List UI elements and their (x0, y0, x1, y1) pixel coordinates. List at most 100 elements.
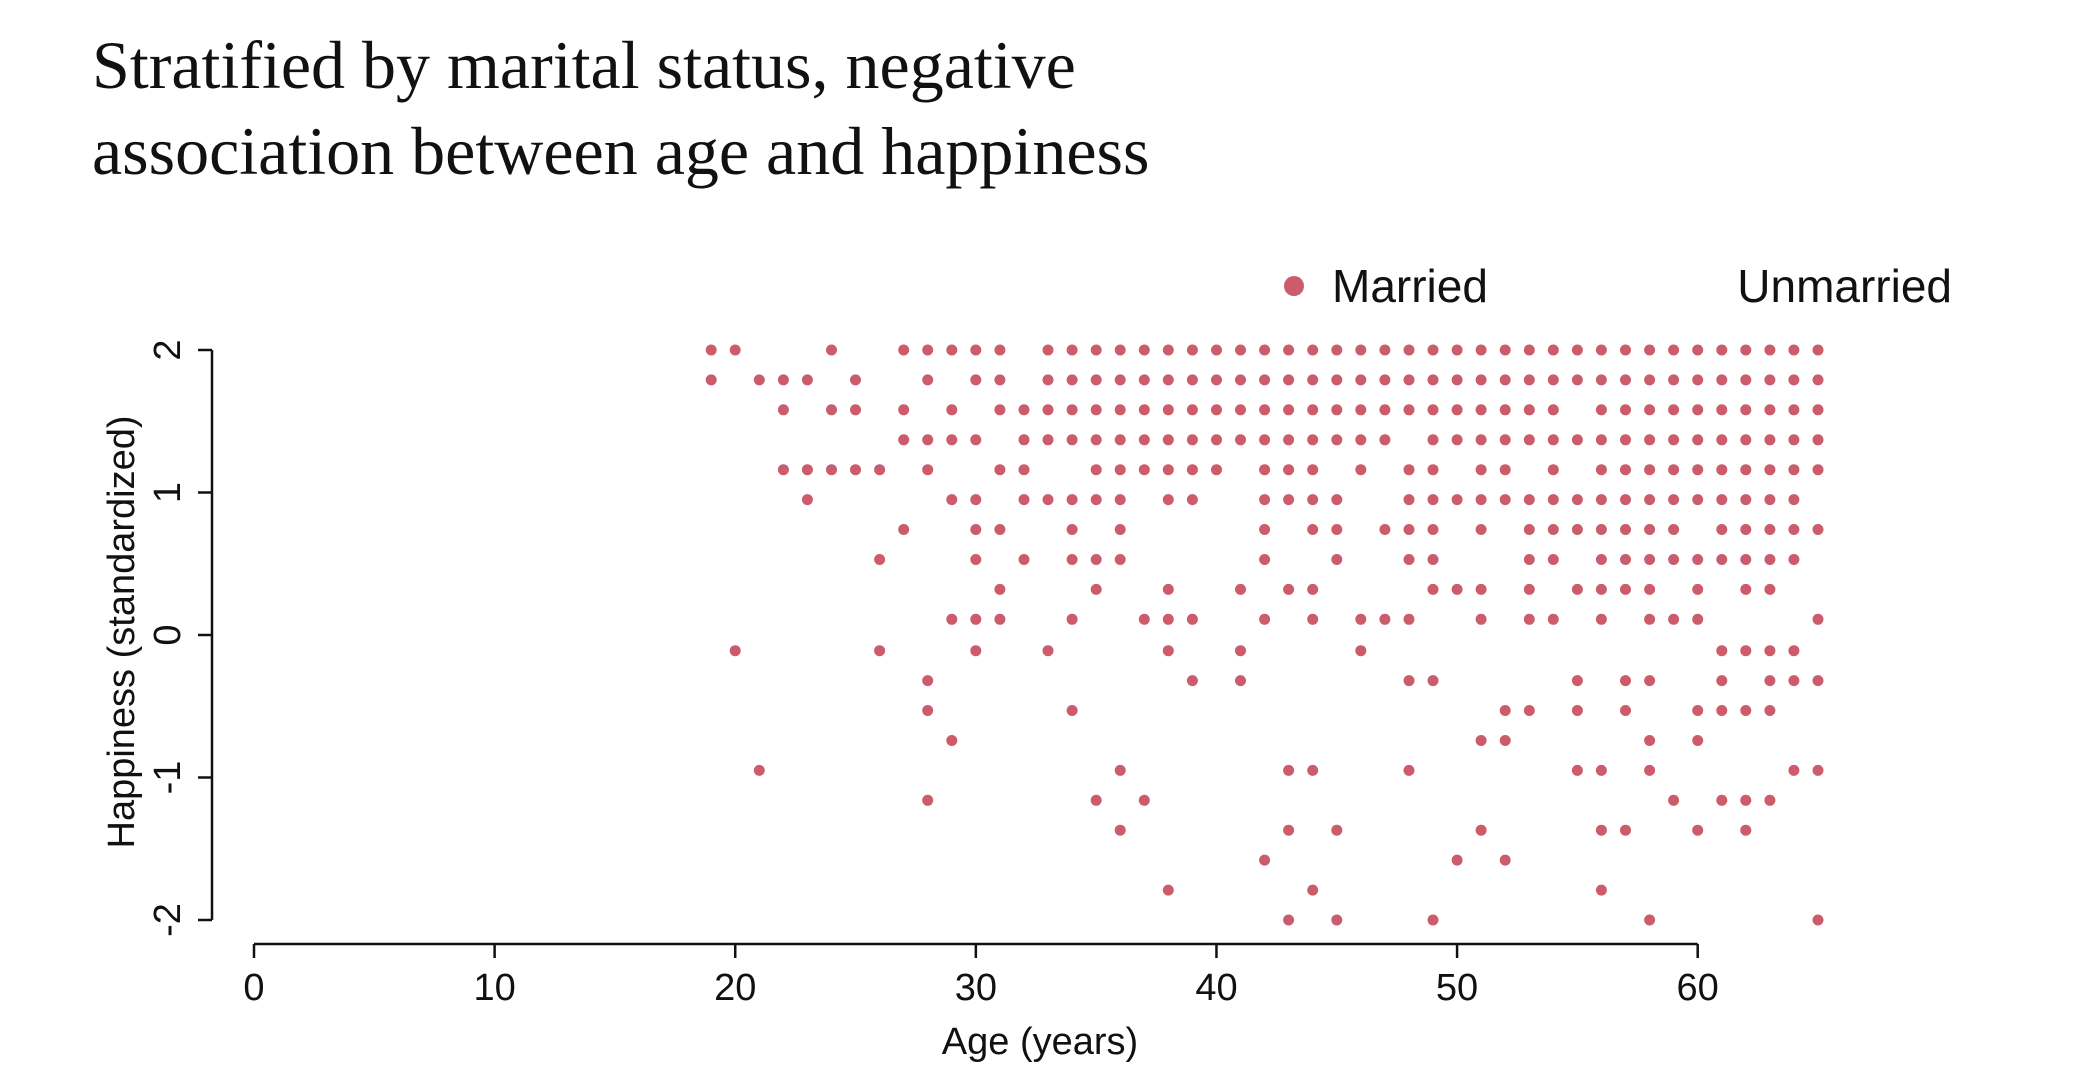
data-point (1788, 464, 1800, 476)
data-point (1716, 374, 1728, 386)
data-point (1307, 764, 1319, 776)
data-point (1066, 554, 1078, 565)
data-point (1331, 824, 1343, 836)
data-point (1186, 434, 1198, 446)
data-point (1331, 914, 1343, 926)
data-point (970, 613, 982, 625)
data-point (777, 374, 789, 386)
data-point (1692, 494, 1704, 506)
data-point (1620, 824, 1631, 836)
data-point (970, 494, 982, 506)
data-point (946, 613, 958, 625)
data-point (1788, 764, 1800, 776)
data-point (1716, 675, 1728, 687)
data-point (1595, 764, 1607, 776)
data-point (753, 764, 765, 776)
data-point (1235, 404, 1246, 416)
y-axis: -2 -1 0 1 2 (147, 339, 214, 937)
data-point (1259, 464, 1271, 476)
data-point (1162, 344, 1174, 356)
data-point (850, 374, 861, 386)
data-point (922, 464, 934, 476)
data-point (994, 583, 1006, 595)
data-point (1331, 344, 1343, 356)
data-point (1668, 554, 1680, 565)
data-point (1523, 613, 1535, 625)
data-point (1138, 344, 1150, 356)
data-point (1668, 464, 1680, 476)
data-point (1764, 675, 1776, 687)
data-point (1211, 374, 1222, 386)
data-point (1740, 794, 1752, 806)
data-point (1788, 434, 1800, 446)
data-point (1403, 464, 1415, 476)
data-point (1595, 404, 1607, 416)
data-point (1716, 524, 1728, 535)
data-point (1090, 494, 1102, 506)
data-point (1427, 554, 1439, 565)
y-tick-label: 0 (147, 624, 189, 645)
data-point (1042, 374, 1054, 386)
data-point (1547, 464, 1559, 476)
data-point (1403, 675, 1415, 687)
data-point (1475, 494, 1487, 506)
data-point (729, 344, 741, 356)
data-point (946, 344, 958, 356)
data-point (1018, 464, 1030, 476)
data-point (1523, 434, 1535, 446)
chart-title-line-1: Stratified by marital status, negative (92, 27, 1076, 103)
data-point (1307, 884, 1319, 896)
data-point (850, 404, 861, 416)
data-point (1259, 524, 1271, 535)
data-point (1764, 344, 1776, 356)
data-point (1499, 404, 1511, 416)
data-point (1114, 764, 1126, 776)
data-point (1186, 675, 1198, 687)
data-point (1620, 524, 1631, 535)
data-point (1235, 583, 1246, 595)
data-point (1138, 794, 1150, 806)
data-point (1138, 613, 1150, 625)
data-point (1692, 404, 1704, 416)
data-point (1595, 583, 1607, 595)
data-point (1788, 494, 1800, 506)
data-point (1740, 583, 1752, 595)
data-point (1235, 344, 1246, 356)
data-point (1090, 794, 1102, 806)
data-point (1547, 613, 1559, 625)
data-point (1042, 645, 1054, 657)
data-point (946, 434, 958, 446)
data-point (946, 404, 958, 416)
data-point (1186, 613, 1198, 625)
data-point (1812, 613, 1824, 625)
data-point (946, 735, 958, 746)
data-point (826, 404, 837, 416)
data-point (1307, 613, 1319, 625)
data-point (1066, 434, 1078, 446)
data-point (1235, 374, 1246, 386)
data-point (1620, 434, 1631, 446)
data-point (1186, 344, 1198, 356)
data-point (1740, 374, 1752, 386)
data-point (1499, 735, 1511, 746)
data-point (1764, 524, 1776, 535)
data-point (1066, 374, 1078, 386)
data-point (1716, 645, 1728, 657)
data-point (1475, 824, 1487, 836)
y-tick-label: 2 (147, 339, 189, 360)
data-point (1114, 554, 1126, 565)
data-point (1451, 434, 1463, 446)
data-point (1018, 404, 1030, 416)
data-point (1740, 705, 1752, 716)
data-point (1571, 374, 1583, 386)
data-point (1235, 434, 1246, 446)
data-point (1499, 705, 1511, 716)
data-point (1523, 554, 1535, 565)
data-point (1788, 524, 1800, 535)
data-point (1547, 344, 1559, 356)
data-point (1355, 645, 1367, 657)
data-point (1403, 404, 1415, 416)
data-point (1427, 914, 1439, 926)
data-point (1186, 494, 1198, 506)
